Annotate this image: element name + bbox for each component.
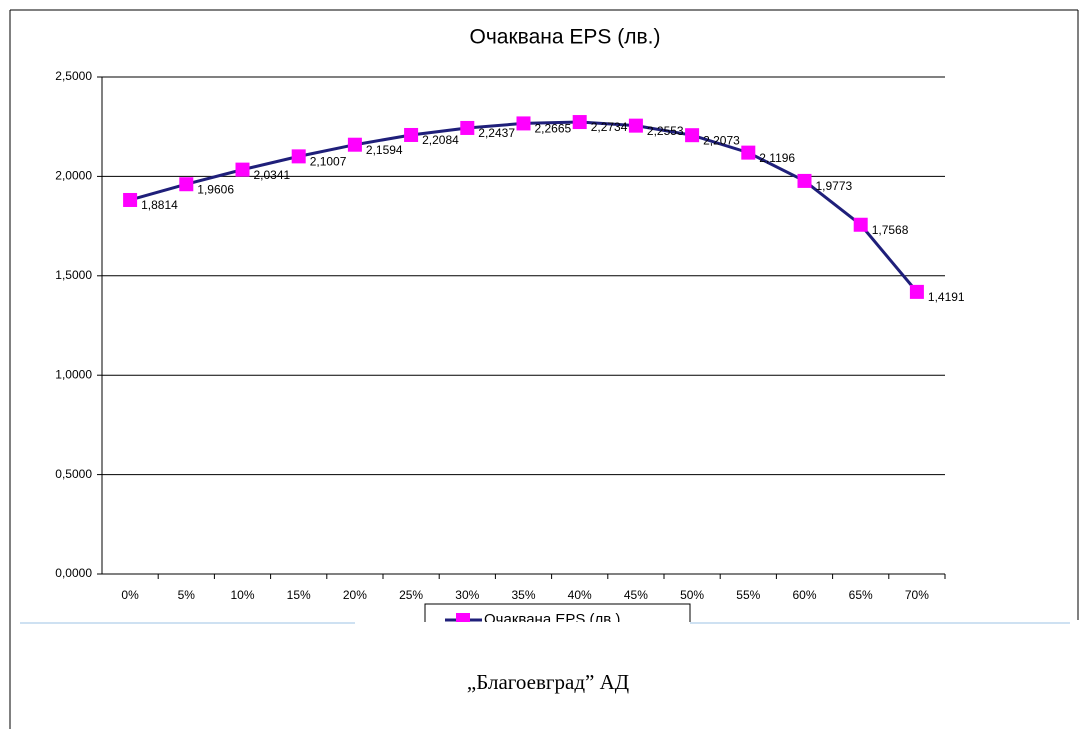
y-tick-label: 1,5000 <box>55 268 92 282</box>
y-tick-label: 0,5000 <box>55 467 92 481</box>
marker <box>123 192 138 207</box>
data-label: 2,2073 <box>703 133 740 147</box>
x-tick-label: 10% <box>230 588 254 602</box>
marker <box>235 162 250 177</box>
x-tick-label: 70% <box>905 588 929 602</box>
x-tick-label: 35% <box>511 588 535 602</box>
marker <box>909 284 924 299</box>
marker <box>291 149 306 164</box>
legend: Очаквана EPS (лв.) <box>424 603 691 628</box>
marker <box>797 173 812 188</box>
marker <box>572 115 587 130</box>
data-label: 2,2734 <box>591 120 628 134</box>
x-tick-label: 30% <box>455 588 479 602</box>
marker <box>516 116 531 131</box>
chart-title: Очаквана EPS (лв.) <box>470 26 661 49</box>
data-label: 2,0341 <box>254 168 291 182</box>
marker <box>685 128 700 143</box>
y-tick-label: 2,5000 <box>55 69 92 83</box>
data-label: 1,9773 <box>816 179 853 193</box>
data-label: 1,4191 <box>928 290 965 304</box>
data-label: 2,2665 <box>535 122 572 136</box>
x-tick-label: 5% <box>178 588 196 602</box>
marker <box>404 127 419 142</box>
legend-box <box>424 603 691 622</box>
data-label: 2,2437 <box>478 126 515 140</box>
series-line <box>129 120 919 293</box>
x-tick-label: 15% <box>287 588 311 602</box>
data-label: 2,2084 <box>422 133 459 147</box>
marker <box>347 137 362 152</box>
marker <box>628 118 643 133</box>
legend-marker <box>456 613 470 622</box>
y-tick-label: 0,0000 <box>55 566 92 580</box>
marker <box>179 177 194 192</box>
x-tick-label: 50% <box>680 588 704 602</box>
data-label: 2,1594 <box>366 143 403 157</box>
data-label: 2,1007 <box>310 155 347 169</box>
x-tick-label: 40% <box>568 588 592 602</box>
x-tick-label: 45% <box>624 588 648 602</box>
data-label: 1,7568 <box>872 223 909 237</box>
data-label: 2,2553 <box>647 124 684 138</box>
x-tick-label: 55% <box>736 588 760 602</box>
x-tick-label: 25% <box>399 588 423 602</box>
marker <box>460 120 475 135</box>
data-label: 2,1196 <box>759 151 795 165</box>
data-label: 1,9606 <box>197 182 234 196</box>
x-tick-label: 60% <box>792 588 816 602</box>
footer-text: „Благоевград” АД <box>467 670 629 694</box>
data-label: 1,8814 <box>141 198 178 212</box>
x-tick-label: 65% <box>849 588 873 602</box>
marker <box>741 145 756 160</box>
y-tick-label: 1,0000 <box>55 367 92 381</box>
legend-label: Очаквана EPS (лв.) <box>484 611 620 628</box>
x-tick-label: 0% <box>121 588 139 602</box>
marker <box>853 217 868 232</box>
y-tick-label: 2,0000 <box>55 169 92 183</box>
x-tick-label: 20% <box>343 588 367 602</box>
